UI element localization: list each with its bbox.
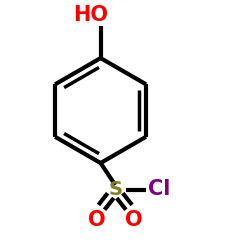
Text: O: O [88,210,106,230]
Text: HO: HO [73,5,108,25]
Text: Cl: Cl [148,179,170,199]
Text: O: O [125,210,142,230]
Text: S: S [108,180,122,199]
